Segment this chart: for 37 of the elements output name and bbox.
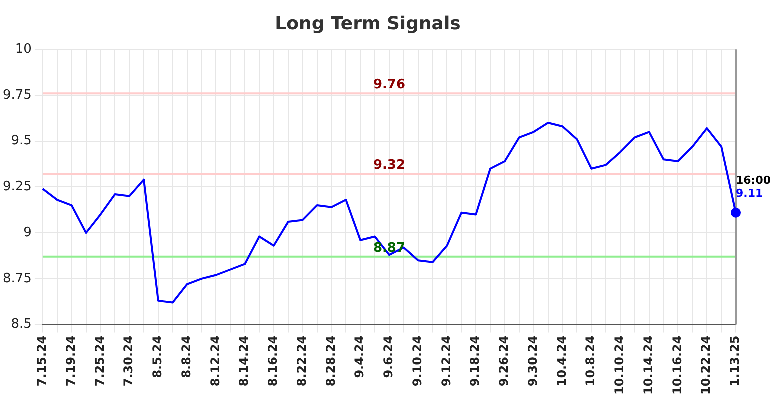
x-tick-label: 10.10.24	[612, 336, 627, 396]
x-tick-label: 9.6.24	[382, 336, 396, 378]
x-tick-label: 9.18.24	[468, 336, 482, 387]
annotation: 16:00	[736, 174, 772, 188]
x-tick-label: 8.8.24	[179, 336, 194, 378]
x-tick-label: 8.22.24	[294, 336, 309, 387]
ref-line-label: 9.76	[373, 78, 406, 93]
x-tick-label: 7.19.24	[64, 336, 78, 387]
annotation: 9.11	[736, 187, 764, 200]
y-tick-label: 9.5	[11, 134, 32, 149]
x-tick-label: 9.12.24	[439, 336, 454, 387]
x-tick-label: 7.15.24	[35, 336, 50, 387]
x-tick-label: 7.30.24	[122, 336, 136, 387]
x-tick-label: 8.14.24	[237, 336, 252, 387]
x-tick-label: 9.4.24	[352, 336, 367, 378]
x-tick-label: 10.4.24	[554, 336, 569, 387]
y-tick-label: 8.5	[11, 317, 32, 332]
x-tick-label: 10.22.24	[699, 336, 714, 396]
x-tick-label: 9.10.24	[410, 336, 424, 387]
y-tick-label: 8.75	[2, 271, 32, 286]
x-tick-label: 8.16.24	[266, 336, 280, 387]
x-tick-label: 8.12.24	[208, 336, 222, 387]
x-tick-label: 1.13.25	[728, 336, 742, 387]
x-tick-label: 9.30.24	[526, 336, 540, 387]
y-tick-label: 10	[15, 42, 32, 57]
ref-line-label: 9.32	[373, 158, 406, 174]
y-tick-label: 9.75	[2, 88, 32, 103]
x-tick-label: 10.8.24	[584, 336, 598, 387]
x-tick-label: 10.14.24	[641, 336, 656, 396]
x-tick-label: 7.25.24	[92, 336, 107, 387]
x-tick-label: 8.28.24	[324, 336, 338, 387]
x-tick-label: 10.16.24	[670, 336, 684, 396]
x-tick-label: 8.5.24	[150, 336, 165, 378]
y-tick-label: 9.25	[2, 180, 32, 195]
x-tick-label: 9.26.24	[497, 336, 512, 387]
chart-title: Long Term Signals	[275, 13, 461, 34]
y-tick-label: 9	[24, 225, 32, 240]
